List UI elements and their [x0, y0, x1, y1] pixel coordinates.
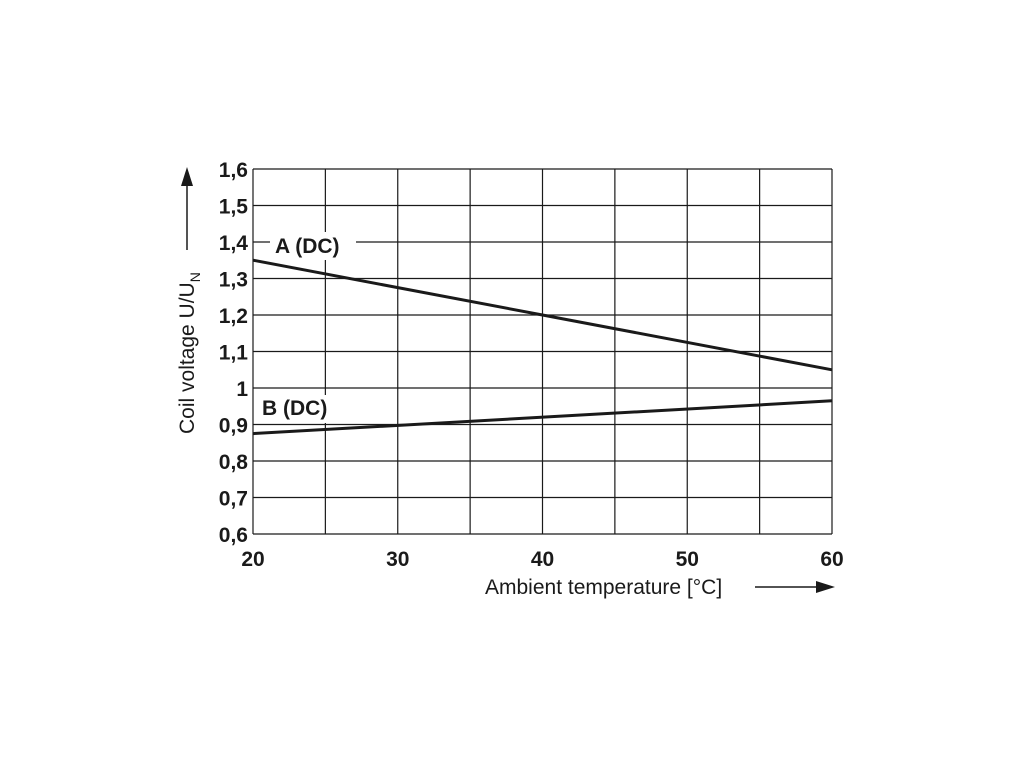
x-tick-label: 30	[386, 548, 409, 571]
y-tick-label: 0,8	[219, 451, 249, 474]
y-axis-label-main: Coil voltage U/U	[176, 282, 199, 434]
series-line-b	[252, 399, 833, 436]
y-tick-label: 1,3	[219, 269, 248, 292]
grid	[252, 168, 833, 535]
series-label-b: B (DC)	[262, 397, 327, 420]
series-label-a: A (DC)	[275, 235, 340, 258]
x-axis-label: Ambient temperature [°C]	[485, 576, 722, 599]
y-tick-label: 1,1	[219, 342, 249, 365]
x-tick-label: 50	[676, 548, 699, 571]
x-tick-label: 60	[820, 548, 843, 571]
y-tick-label: 0,9	[219, 415, 248, 438]
y-tick-label: 0,6	[219, 524, 248, 547]
y-axis-label: Coil voltage U/UN	[176, 272, 203, 434]
y-axis-label-subscript: N	[187, 272, 203, 282]
y-tick-label: 1,6	[219, 159, 248, 182]
series-label-b-background	[257, 395, 341, 423]
x-tick-label: 40	[531, 548, 554, 571]
series-label-a-background	[270, 232, 356, 260]
y-tick-label: 1,2	[219, 305, 248, 328]
y-tick-label: 1,4	[219, 232, 249, 255]
x-tick-label: 20	[241, 548, 264, 571]
series-lines	[252, 258, 833, 436]
series-labels: A (DC) B (DC)	[257, 232, 356, 423]
x-axis-arrow-icon	[755, 581, 835, 593]
y-tick-label: 1	[236, 378, 248, 401]
y-axis-arrow-icon	[181, 167, 193, 250]
series-line-a	[252, 258, 833, 372]
y-axis-ticks: 0,6 0,7 0,8 0,9 1 1,1 1,2 1,3 1,4 1,5 1,6	[219, 159, 249, 547]
y-tick-label: 1,5	[219, 196, 249, 219]
y-tick-label: 0,7	[219, 488, 248, 511]
x-axis-ticks: 20 30 40 50 60	[241, 548, 843, 571]
